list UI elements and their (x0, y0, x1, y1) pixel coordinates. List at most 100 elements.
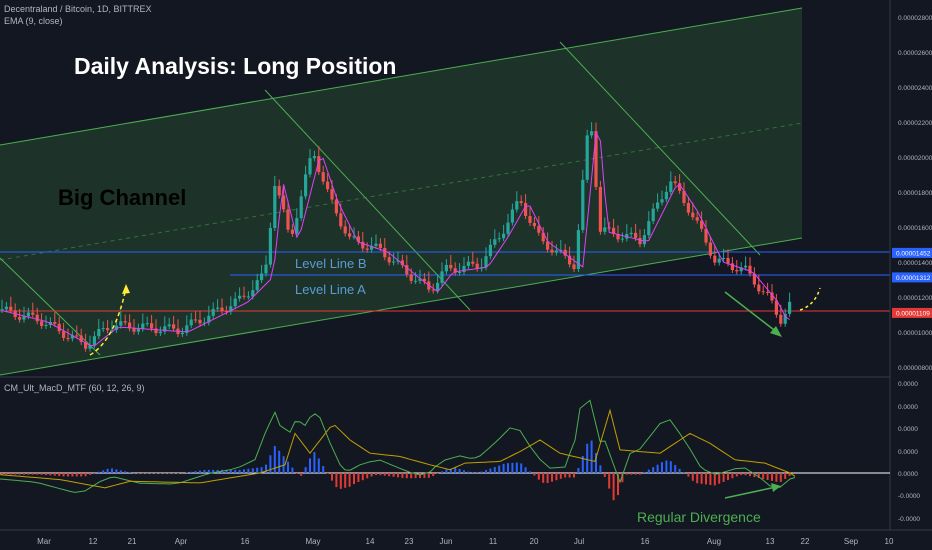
macd (0, 399, 796, 501)
indicator-tick-label: 0.0000 (898, 449, 918, 456)
price-marker (892, 307, 932, 318)
time-tick-label: May (305, 537, 320, 546)
candle (453, 268, 457, 273)
indicator-tick-label: 0.0000 (898, 426, 918, 433)
macd-bar (784, 473, 787, 479)
macd-bar (735, 473, 738, 477)
macd-bar (304, 467, 307, 473)
price-tick-label: 0.00001000 (898, 330, 932, 337)
macd-bar (463, 470, 465, 473)
candle (343, 226, 347, 234)
candle (185, 325, 189, 333)
macd-bar (111, 468, 113, 473)
candles (0, 122, 792, 352)
candle (128, 322, 132, 329)
macd-bar (243, 469, 245, 473)
candle (106, 328, 110, 331)
macd-bar (84, 473, 87, 477)
macd-bar (564, 473, 567, 478)
macd-bar (23, 473, 25, 475)
candle (568, 255, 572, 265)
candle (616, 233, 620, 240)
candle (686, 202, 690, 213)
candle (216, 307, 220, 309)
macd-bar (115, 469, 118, 473)
candle (722, 257, 726, 259)
candle (172, 324, 176, 329)
macd-bar (718, 473, 721, 484)
candle (449, 264, 453, 269)
candle (317, 156, 321, 173)
macd-bar (551, 473, 553, 482)
indicator-tick-label: -0.0000 (898, 516, 920, 523)
candle (255, 280, 259, 291)
macd-bar (405, 473, 408, 479)
macd-bar (247, 468, 250, 473)
price-marker (892, 247, 932, 258)
macd-bar (779, 473, 782, 482)
candle (312, 156, 316, 159)
candle (409, 274, 413, 281)
candle (242, 295, 246, 297)
candle (638, 237, 642, 245)
macd-bar (31, 473, 34, 475)
candle (726, 257, 730, 264)
macd-bar (348, 473, 351, 487)
candle (387, 257, 391, 263)
candle (656, 202, 660, 209)
macd-bar (194, 471, 197, 473)
price-tick-label: 0.00001200 (898, 295, 932, 302)
macd-bar (58, 473, 61, 477)
candle (88, 345, 92, 349)
candle (488, 244, 492, 257)
candle (374, 243, 378, 246)
time-tick-label: Sep (844, 537, 859, 546)
indicator-tick-label: 0.0000 (898, 381, 918, 388)
candle (9, 306, 13, 311)
candle (136, 328, 140, 332)
macd-bar (687, 473, 690, 477)
candle (713, 255, 717, 263)
macd-bar (511, 462, 514, 473)
candle (717, 258, 721, 263)
macd-bar (762, 473, 765, 480)
macd-bar (652, 467, 655, 473)
macd-bar (379, 473, 382, 476)
macd-bar (291, 467, 294, 473)
macd-bar (586, 443, 589, 473)
candle (770, 292, 774, 301)
candle (594, 131, 598, 187)
macd-bar (190, 471, 193, 473)
candle (528, 216, 532, 223)
candle (110, 329, 114, 331)
macd-bar (397, 473, 399, 478)
candle (748, 265, 752, 274)
macd-bar (401, 473, 404, 478)
candle (260, 273, 264, 281)
macd-bar (634, 473, 637, 475)
candle (414, 280, 418, 282)
candle (97, 328, 101, 337)
candle (422, 278, 426, 282)
candle (35, 314, 39, 322)
macd-bar (256, 467, 259, 473)
candle (277, 185, 281, 196)
price-tick-label: 0.00001400 (898, 260, 932, 267)
time-tick-label: 14 (366, 537, 375, 546)
arrow (724, 486, 777, 499)
macd-bar (546, 473, 549, 484)
macd-bar (260, 467, 263, 473)
macd-bar (119, 470, 122, 473)
macd-bar (203, 469, 206, 473)
macd-bar (731, 473, 734, 479)
candle (691, 212, 695, 218)
candle (286, 209, 290, 230)
indicator-tick-label: 0.0000 (898, 471, 918, 478)
candle (546, 241, 550, 250)
candle (493, 239, 497, 245)
price-marker (892, 272, 932, 283)
candle (766, 292, 770, 294)
macd-bar (423, 473, 426, 478)
candle (339, 213, 343, 227)
